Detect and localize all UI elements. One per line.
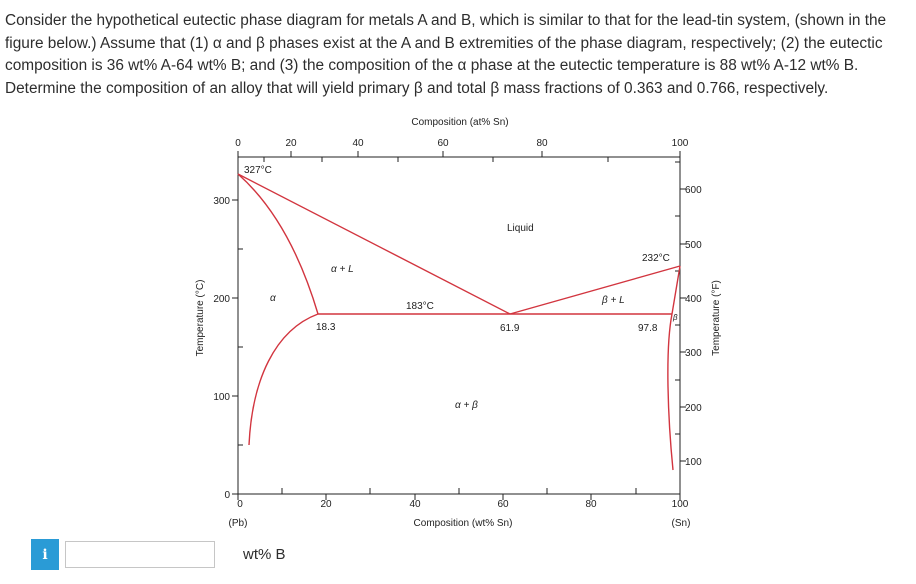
right-tick-300: 300 bbox=[685, 348, 702, 359]
liquidus-left bbox=[237, 173, 511, 315]
left-ticks bbox=[232, 199, 243, 495]
solvus-left bbox=[248, 313, 319, 446]
c-alpha-label: 18.3 bbox=[316, 322, 336, 333]
answer-row: i wt% B bbox=[31, 538, 286, 571]
liquid-label: Liquid bbox=[507, 223, 534, 234]
top-tick-20: 20 bbox=[285, 138, 297, 149]
right-ticks bbox=[675, 161, 686, 462]
top-ticks bbox=[237, 151, 681, 162]
right-tick-500: 500 bbox=[685, 240, 702, 251]
bottom-end-pb: (Pb) bbox=[229, 518, 248, 529]
bottom-end-sn: (Sn) bbox=[672, 518, 691, 529]
beta-label: β bbox=[672, 313, 678, 322]
bottom-tick-100: 100 bbox=[672, 499, 689, 510]
left-tick-300: 300 bbox=[213, 196, 230, 207]
unit-label: wt% B bbox=[243, 546, 286, 563]
alpha-plus-beta-label: α + β bbox=[455, 400, 478, 411]
right-tick-200: 200 bbox=[685, 403, 702, 414]
c-beta-label: 97.8 bbox=[638, 323, 658, 334]
eutectic-temp-label: 183°C bbox=[406, 301, 434, 312]
left-tick-200: 200 bbox=[213, 294, 230, 305]
solidus-left bbox=[237, 173, 319, 315]
question-text: Consider the hypothetical eutectic phase… bbox=[5, 12, 887, 97]
top-tick-40: 40 bbox=[352, 138, 364, 149]
bottom-axis-title: Composition (wt% Sn) bbox=[414, 518, 513, 529]
left-tick-0: 0 bbox=[224, 490, 230, 501]
bottom-tick-0: 0 bbox=[237, 499, 243, 510]
bottom-tick-80: 80 bbox=[585, 499, 597, 510]
bottom-tick-40: 40 bbox=[409, 499, 421, 510]
top-tick-60: 60 bbox=[437, 138, 449, 149]
top-tick-0: 0 bbox=[235, 138, 241, 149]
c-eutectic-label: 61.9 bbox=[500, 323, 520, 334]
right-tick-100: 100 bbox=[685, 457, 702, 468]
beta-plus-l-label: β + L bbox=[601, 295, 625, 306]
top-axis-title: Composition (at% Sn) bbox=[411, 117, 508, 128]
solvus-right bbox=[667, 313, 674, 471]
phase-boundaries bbox=[237, 173, 681, 471]
top-tick-80: 80 bbox=[536, 138, 548, 149]
right-axis-title: Temperature (°F) bbox=[711, 280, 722, 356]
left-tick-100: 100 bbox=[213, 392, 230, 403]
sn-melt-label: 232°C bbox=[642, 253, 670, 264]
info-icon[interactable]: i bbox=[31, 539, 59, 570]
answer-input[interactable] bbox=[65, 541, 215, 568]
alpha-label: α bbox=[270, 293, 276, 304]
bottom-tick-60: 60 bbox=[497, 499, 509, 510]
bottom-tick-20: 20 bbox=[320, 499, 332, 510]
left-axis-title: Temperature (°C) bbox=[195, 280, 206, 357]
alpha-plus-l-label: α + L bbox=[331, 264, 354, 275]
solidus-right bbox=[671, 265, 681, 315]
liquidus-right bbox=[509, 265, 681, 315]
right-tick-600: 600 bbox=[685, 185, 702, 196]
pb-melt-label: 327°C bbox=[244, 165, 272, 176]
top-tick-100: 100 bbox=[672, 138, 689, 149]
right-tick-400: 400 bbox=[685, 294, 702, 305]
bottom-ticks bbox=[237, 488, 681, 500]
